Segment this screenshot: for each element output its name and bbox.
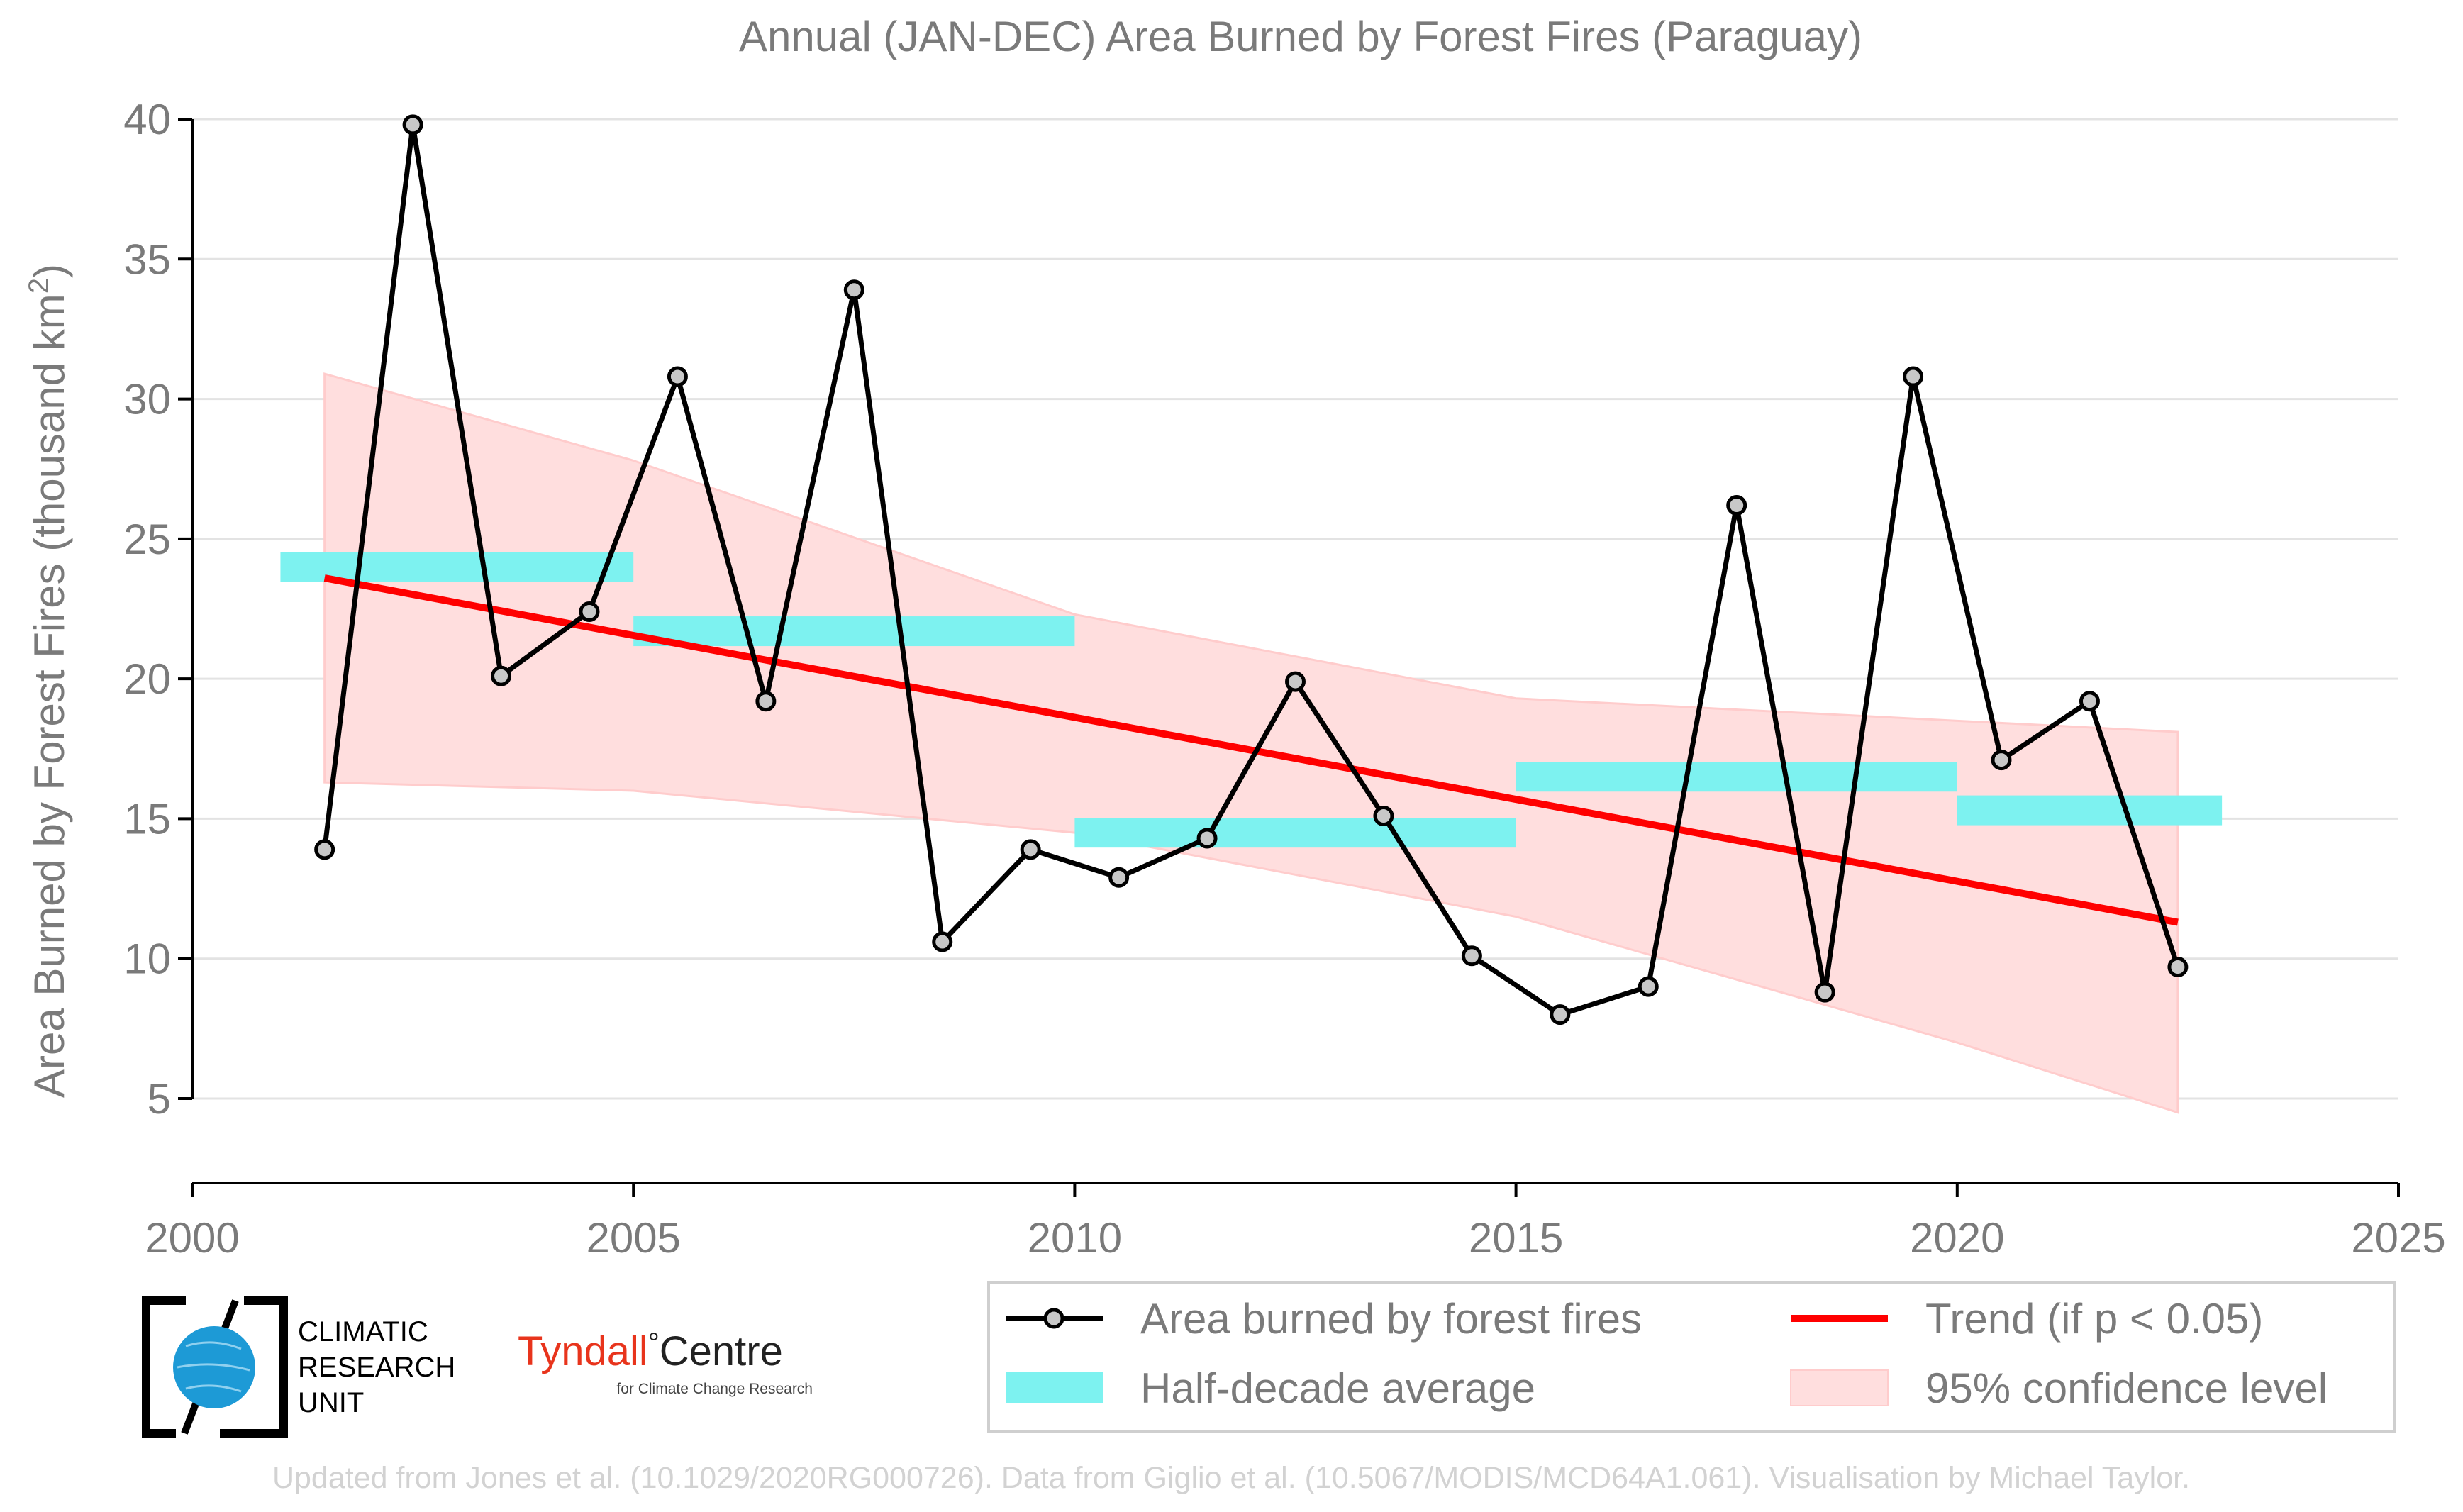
data-point-2003.5 — [491, 665, 512, 686]
cru-line-3: UNIT — [298, 1387, 364, 1418]
y-tick-label-5: 5 — [148, 1075, 171, 1123]
globe-icon — [173, 1326, 255, 1408]
half-decade-bars — [280, 552, 2223, 848]
legend-swatch-marker — [1043, 1308, 1064, 1329]
data-point-2002.5 — [402, 114, 423, 135]
data-point-2019.5 — [1903, 366, 1924, 387]
legend-label-trend: Trend (if p < 0.05) — [1925, 1295, 2263, 1343]
data-point-2012.5 — [1285, 671, 1306, 692]
data-point-2017.5 — [1726, 495, 1747, 516]
data-point-2011.5 — [1196, 828, 1218, 849]
cru-line-1: CLIMATIC — [298, 1316, 428, 1347]
half-decade-bar-4 — [1957, 795, 2223, 826]
data-point-2008.5 — [932, 931, 953, 952]
trend-line-group — [323, 574, 2179, 926]
legend-frame — [987, 1281, 2396, 1433]
area-burned-line — [322, 124, 2181, 1018]
half-decade-bar-3 — [1516, 762, 1957, 792]
data-point-2020.5 — [1991, 750, 2012, 771]
half-decade-bar-0 — [280, 552, 634, 582]
y-axis-label-superscript: 2 — [23, 278, 55, 294]
data-point-2015.5 — [1550, 1004, 1571, 1025]
data-point-2018.5 — [1814, 982, 1835, 1003]
y-tick-label-15: 15 — [123, 795, 171, 843]
tyndall-subtitle: for Climate Change Research — [616, 1381, 813, 1397]
data-point-2001.5 — [314, 839, 335, 860]
legend-swatch-half-decade — [1006, 1372, 1103, 1403]
data-point-2005.5 — [667, 366, 688, 387]
x-tick-label-2005: 2005 — [586, 1214, 680, 1262]
legend-label-area-burned: Area burned by forest fires — [1140, 1295, 1642, 1343]
data-point-2007.5 — [843, 279, 864, 301]
legend-swatch-confidence — [1790, 1369, 1889, 1406]
y-tick-label-20: 20 — [123, 655, 171, 703]
x-tick-label-2015: 2015 — [1469, 1214, 1563, 1262]
x-tick-labels: 2000 2005 2010 2015 2020 2025 — [145, 1214, 2445, 1262]
y-axis-label: Area Burned by Forest Fires (thousand km… — [23, 264, 73, 1098]
data-point-2013.5 — [1373, 805, 1394, 826]
y-axis-label-text: Area Burned by Forest Fires (thousand km — [26, 294, 73, 1098]
data-point-2014.5 — [1461, 945, 1482, 967]
cru-bracket-left — [142, 1296, 186, 1438]
cru-logo: CLIMATIC RESEARCH UNIT — [142, 1296, 455, 1438]
data-point-2006.5 — [755, 691, 777, 712]
data-point-2009.5 — [1020, 839, 1041, 860]
globe-lines — [177, 1341, 250, 1393]
data-point-2004.5 — [579, 601, 600, 622]
chart-title: Annual (JAN-DEC) Area Burned by Forest F… — [739, 13, 1862, 60]
y-tick-label-25: 25 — [123, 516, 171, 563]
axes — [178, 118, 2400, 1197]
confidence-band — [323, 372, 2179, 1114]
footer-credit: Updated from Jones et al. (10.1029/2020R… — [272, 1461, 2190, 1495]
data-point-2016.5 — [1638, 976, 1659, 997]
tyndall-wordmark: Tyndall°Centre — [518, 1328, 783, 1374]
y-tick-labels: 5 10 15 20 25 30 35 40 — [123, 96, 171, 1123]
data-point-2021.5 — [2079, 691, 2100, 712]
legend-label-confidence: 95% confidence level — [1925, 1364, 2328, 1412]
x-tick-label-2010: 2010 — [1028, 1214, 1122, 1262]
y-tick-label-30: 30 — [123, 376, 171, 423]
y-tick-label-10: 10 — [123, 935, 171, 983]
tyndall-degree: ° — [648, 1328, 660, 1359]
half-decade-bar-2 — [1074, 818, 1516, 848]
x-tick-label-2000: 2000 — [145, 1214, 239, 1262]
cru-line-2: RESEARCH — [298, 1352, 455, 1383]
cru-bracket-right — [220, 1296, 288, 1438]
y-axis-label-close: ) — [26, 264, 73, 278]
x-tick-label-2025: 2025 — [2351, 1214, 2445, 1262]
tyndall-logo: Tyndall°Centre for Climate Change Resear… — [518, 1328, 813, 1397]
tyndall-name: Tyndall — [518, 1328, 648, 1374]
confidence-band-area — [323, 372, 2179, 1114]
data-point-2022.5 — [2167, 957, 2189, 978]
legend: Area burned by forest fires Trend (if p … — [987, 1281, 2396, 1433]
tyndall-centre: Centre — [660, 1328, 783, 1374]
half-decade-bar-1 — [633, 616, 1075, 647]
data-point-2010.5 — [1108, 867, 1130, 888]
legend-label-half-decade: Half-decade average — [1140, 1364, 1535, 1412]
y-tick-label-40: 40 — [123, 96, 171, 143]
area-burned-line-group — [314, 114, 2189, 1025]
x-tick-label-2020: 2020 — [1910, 1214, 2004, 1262]
y-tick-label-35: 35 — [123, 235, 171, 283]
trend-line — [323, 574, 2179, 926]
